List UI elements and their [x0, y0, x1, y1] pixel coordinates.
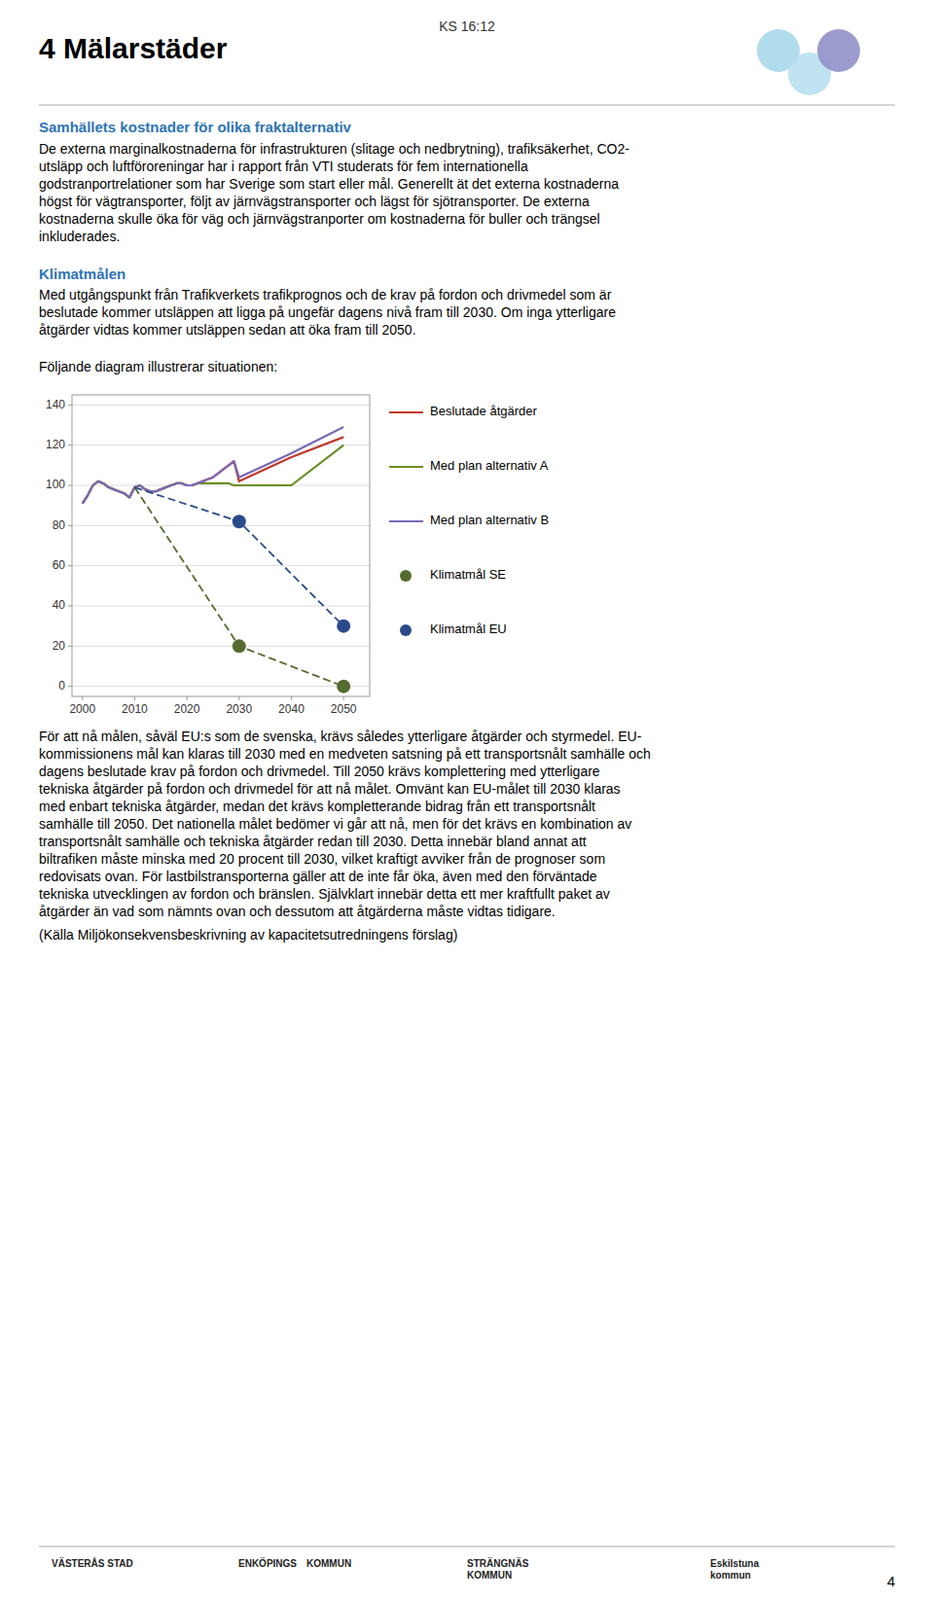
- rule: [38, 1546, 896, 1548]
- body-text: åtgärder vidtas kommer utsläppen sedan a…: [38, 322, 417, 338]
- legend-label: Med plan alternativ B: [430, 512, 549, 528]
- series-line: [82, 427, 344, 504]
- body-text: transportsnålt samhälle och tekniska åtg…: [38, 833, 587, 850]
- tick: [68, 685, 72, 687]
- series-line: [82, 445, 344, 504]
- chart: 0204060801001201402000201020202030204020…: [45, 395, 370, 717]
- legend-label: Klimatmål SE: [430, 567, 506, 582]
- point: [336, 619, 351, 634]
- intro-text: Följande diagram illustrerar situationen…: [38, 359, 278, 375]
- body-text: tekniska utvecklingen av fordon och brän…: [38, 886, 611, 902]
- tick-label: 20: [52, 639, 67, 653]
- target-line: [134, 487, 344, 687]
- body-text: kommissionens mål kan klaras till 2030 m…: [38, 746, 651, 762]
- point: [232, 514, 247, 529]
- tick-label: 2040: [278, 702, 305, 717]
- grid-line: [71, 404, 370, 406]
- legend-swatch: [389, 411, 424, 414]
- legend: Beslutade åtgärder Med plan alternativ A M…: [389, 403, 549, 637]
- legend-label: Beslutade åtgärder: [430, 403, 539, 419]
- legend-label: Med plan alternativ A: [430, 458, 549, 473]
- grid-line: [71, 606, 370, 608]
- body-text: tekniska åtgärder på fordon och drivmede…: [38, 781, 621, 797]
- grid-line: [71, 485, 370, 487]
- tick-label: 60: [52, 558, 67, 573]
- body-text: högst för vägtransporter, följt av järnv…: [38, 193, 590, 210]
- tick: [68, 485, 72, 487]
- tick: [68, 525, 72, 527]
- tick-label: 120: [45, 437, 66, 452]
- source: (Källa Miljökonsekvensbeskrivning av kap…: [38, 927, 458, 943]
- body-text: De externa marginalkostnaderna för infra…: [38, 141, 630, 157]
- heading: Klimatmålen: [38, 265, 126, 283]
- heading: Samhällets kostnader för olika fraktalte…: [38, 118, 353, 136]
- legend-swatch: [399, 570, 412, 582]
- body-text: dagens beslutade krav på fordon och driv…: [38, 763, 601, 780]
- body-text: inkluderades.: [38, 228, 120, 245]
- tick: [134, 696, 136, 701]
- logo-circle: [817, 29, 861, 72]
- header: KS 16:12: [438, 18, 496, 35]
- plot-area: [82, 427, 351, 694]
- page-number: 4: [887, 1573, 896, 1590]
- tick-label: 2030: [225, 702, 252, 717]
- tick: [68, 404, 72, 406]
- legend-label: Klimatmål EU: [430, 621, 507, 637]
- logo: [756, 29, 861, 96]
- tick: [68, 444, 72, 446]
- tick: [238, 696, 240, 701]
- grid-line: [71, 685, 370, 687]
- body-text: utsläpp och luftföroreningar har i rappo…: [38, 158, 529, 175]
- legend-swatch: [389, 466, 424, 468]
- body-text: För att nå målen, såväl EU:s som de sven…: [38, 728, 643, 745]
- tick: [68, 606, 72, 608]
- tick-label: 80: [52, 518, 67, 533]
- tick-label: 140: [45, 397, 66, 412]
- title: 4 Mälarstäder: [38, 32, 228, 65]
- grid-line: [71, 646, 370, 647]
- page: KS 16:12 4 Mälarstäder Samhällets kostnade…: [0, 0, 934, 1600]
- tick-label: 2020: [174, 702, 201, 717]
- rule: [38, 105, 896, 107]
- footer-city: ENKÖPINGS KOMMUN: [238, 1557, 352, 1570]
- point: [336, 680, 351, 694]
- tick-label: 40: [52, 598, 67, 612]
- tick: [68, 565, 72, 567]
- footer-city: STRÄNGNÄSKOMMUN: [467, 1557, 530, 1581]
- plot-frame: [71, 395, 370, 697]
- body-text: samhälle till 2050. Det nationella målet…: [38, 816, 632, 832]
- tick: [81, 696, 83, 701]
- body-text: kostnaderna skulle öka för väg och järnv…: [38, 211, 601, 227]
- legend-swatch: [399, 624, 412, 637]
- tick-label: 2000: [69, 702, 96, 717]
- tick: [290, 696, 292, 701]
- target-line: [134, 487, 344, 627]
- tick: [186, 696, 188, 701]
- body-text: godstranportrelationer som har Sverige s…: [38, 176, 619, 192]
- tick-label: 2010: [121, 702, 148, 717]
- tick: [68, 646, 72, 647]
- tick-label: 0: [58, 679, 66, 693]
- body-text: beslutade kommer utsläppen att ligga på …: [38, 304, 616, 321]
- point: [232, 639, 247, 653]
- body-text: biltrafiken måste minska med 20 procent …: [38, 851, 606, 867]
- tick: [343, 696, 345, 701]
- body-text: redovisats ovan. För lastbilstransporter…: [38, 868, 598, 885]
- legend-swatch: [389, 520, 424, 523]
- grid-line: [71, 525, 370, 527]
- footer-city: VÄSTERÅS STAD: [51, 1557, 134, 1570]
- body-text: med enbart tekniska åtgärder, medan det …: [38, 798, 596, 815]
- tick-label: 100: [45, 477, 66, 492]
- grid-line: [71, 565, 370, 567]
- body-text: Med utgångspunkt från Trafikverkets traf…: [38, 287, 612, 303]
- tick-label: 2050: [330, 702, 358, 717]
- footer-city: Eskilstunakommun: [710, 1558, 759, 1581]
- body-text: åtgärder än vad som nämnts ovan och dess…: [38, 903, 556, 920]
